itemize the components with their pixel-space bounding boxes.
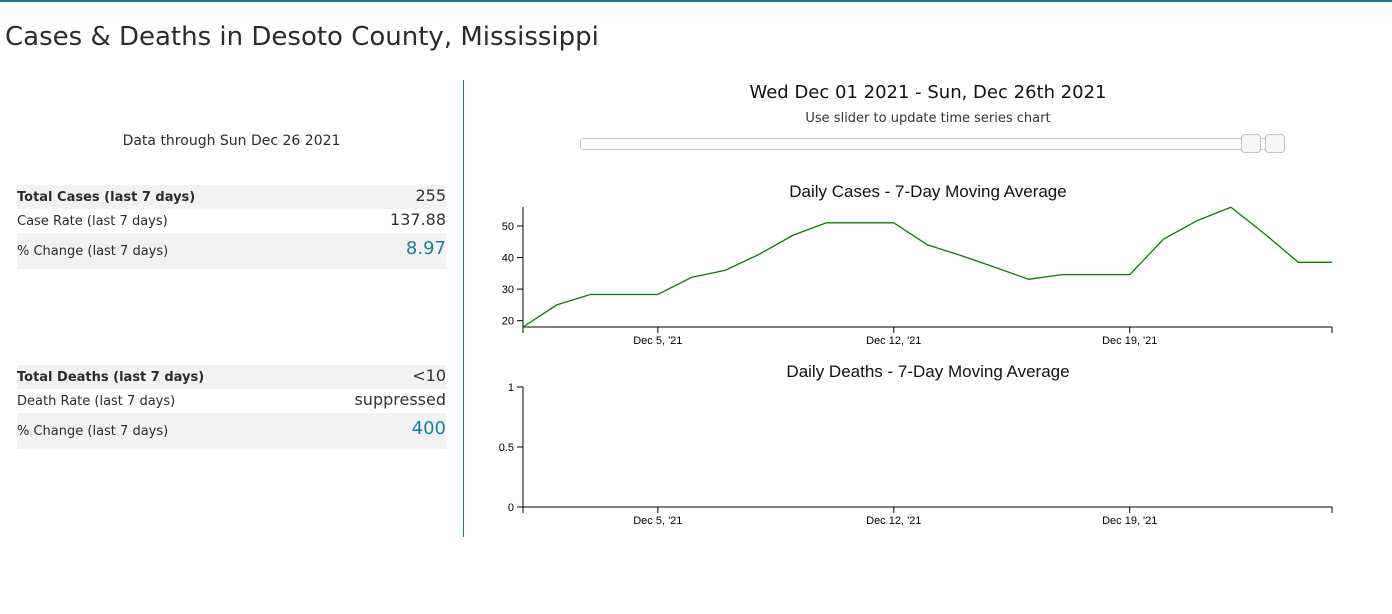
- table-row: Case Rate (last 7 days) 137.88: [17, 209, 446, 233]
- panel-divider: [463, 80, 464, 537]
- deaths-y-tick-label: 0.5: [499, 442, 514, 454]
- deaths-pct-change-label: % Change (last 7 days): [17, 424, 169, 439]
- case-rate-label: Case Rate (last 7 days): [17, 214, 168, 229]
- table-row: Total Deaths (last 7 days) <10: [17, 365, 446, 389]
- case-rate-value: 137.88: [390, 210, 446, 229]
- deaths-y-tick-label: 1: [508, 382, 514, 394]
- cases-summary-table: Total Cases (last 7 days) 255 Case Rate …: [17, 185, 446, 269]
- cases-x-tick-label: Dec 5, '21: [633, 335, 682, 347]
- cases-y-tick-label: 30: [502, 284, 514, 296]
- daily-cases-chart: Daily Cases - 7-Day Moving Average 20 30 40…: [502, 182, 1333, 347]
- total-cases-label: Total Cases (last 7 days): [17, 190, 196, 205]
- deaths-pct-change-value: 400: [411, 418, 446, 439]
- total-deaths-value: <10: [412, 366, 446, 385]
- table-row: % Change (last 7 days) 8.97: [17, 233, 446, 269]
- cases-y-tick-label: 40: [502, 253, 514, 265]
- cases-x-tick-label: Dec 19, '21: [1102, 335, 1157, 347]
- deaths-chart-title: Daily Deaths - 7-Day Moving Average: [786, 362, 1069, 381]
- cases-pct-change-value: 8.97: [405, 238, 446, 259]
- deaths-summary-table: Total Deaths (last 7 days) <10 Death Rat…: [17, 365, 446, 449]
- total-deaths-label: Total Deaths (last 7 days): [17, 370, 205, 385]
- data-through-label: Data through Sun Dec 26 2021: [122, 133, 341, 149]
- top-accent-rule: [0, 0, 1392, 2]
- slider-end-handle[interactable]: [1265, 134, 1285, 153]
- cases-pct-change-label: % Change (last 7 days): [17, 244, 169, 259]
- cases-series-line: [522, 206, 1332, 328]
- deaths-x-tick-label: Dec 19, '21: [1102, 515, 1157, 527]
- table-row: Death Rate (last 7 days) suppressed: [17, 389, 446, 413]
- slider-hint: Use slider to update time series chart: [805, 111, 1051, 126]
- deaths-x-tick-label: Dec 12, '21: [866, 515, 921, 527]
- table-row: % Change (last 7 days) 400: [17, 413, 446, 449]
- death-rate-value: suppressed: [354, 390, 446, 409]
- death-rate-label: Death Rate (last 7 days): [17, 394, 176, 409]
- cases-y-tick-label: 50: [502, 221, 514, 233]
- cases-x-tick-label: Dec 12, '21: [866, 335, 921, 347]
- total-cases-value: 255: [415, 186, 446, 205]
- table-row: Total Cases (last 7 days) 255: [17, 185, 446, 209]
- date-range-label: Wed Dec 01 2021 - Sun, Dec 26th 2021: [749, 82, 1107, 103]
- deaths-y-tick-label: 0: [508, 502, 514, 514]
- cases-y-tick-label: 20: [502, 316, 514, 328]
- cases-chart-title: Daily Cases - 7-Day Moving Average: [789, 182, 1066, 201]
- daily-deaths-chart: Daily Deaths - 7-Day Moving Average 0 0.5 1…: [499, 362, 1333, 527]
- deaths-x-tick-label: Dec 5, '21: [633, 515, 682, 527]
- page-title: Cases & Deaths in Desoto County, Mississ…: [5, 22, 599, 52]
- slider-start-handle[interactable]: [1241, 134, 1261, 153]
